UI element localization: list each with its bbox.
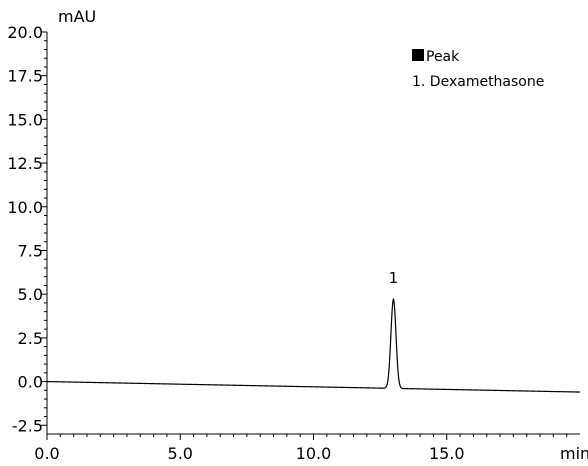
peak-label: 1 [389, 269, 399, 287]
x-tick-label: 5.0 [168, 444, 193, 463]
legend-marker [412, 49, 424, 61]
x-tick-label: 10.0 [296, 444, 332, 463]
y-tick-label: 15.0 [7, 110, 43, 129]
x-axis-unit-label: min [560, 444, 588, 463]
y-tick-label: 2.5 [18, 329, 43, 348]
y-tick-label: 7.5 [18, 241, 43, 260]
y-tick-label: -2.5 [12, 416, 43, 435]
y-axis-unit-label: mAU [58, 7, 96, 26]
x-tick-label: 0.0 [34, 444, 59, 463]
x-tick-label: 15.0 [429, 444, 465, 463]
legend: Peak 1. Dexamethasone [412, 49, 544, 90]
y-tick-label: 20.0 [7, 23, 43, 42]
chromatogram-trace [47, 297, 580, 393]
y-tick-label: 12.5 [7, 154, 43, 173]
legend-entry: 1. Dexamethasone [412, 74, 544, 90]
legend-header: Peak [426, 49, 460, 65]
tick-labels: -2.5 0.0 2.5 5.0 7.5 10.0 12.5 15.0 17.5 20.0 0.0 5… [7, 23, 464, 463]
y-tick-label: 0.0 [18, 373, 43, 392]
y-tick-label: 5.0 [18, 285, 43, 304]
axis-ticks [41, 31, 568, 440]
axes [46, 32, 580, 435]
y-tick-label: 10.0 [7, 198, 43, 217]
y-tick-label: 17.5 [7, 67, 43, 86]
peak-labels: 1 [389, 269, 399, 287]
